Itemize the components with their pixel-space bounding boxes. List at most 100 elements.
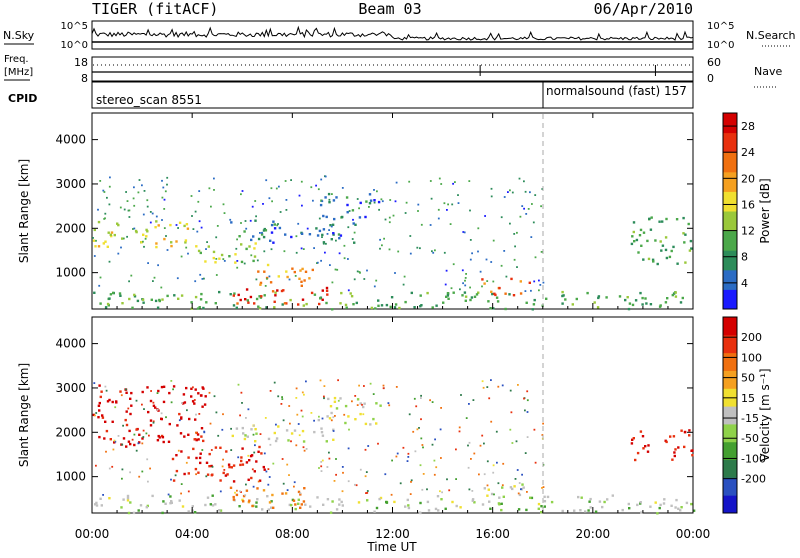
data-cell — [490, 379, 492, 381]
data-cell — [282, 482, 285, 485]
data-cell — [131, 306, 134, 309]
data-cell — [214, 446, 218, 449]
data-cell — [292, 499, 296, 502]
data-cell — [101, 414, 104, 417]
data-cell — [393, 500, 396, 504]
data-cell — [330, 411, 333, 415]
data-cell — [294, 275, 297, 277]
data-cell — [236, 489, 238, 492]
data-cell — [252, 424, 255, 427]
data-cell — [303, 393, 305, 396]
colorbar-tick-label: -200 — [741, 473, 766, 486]
time-tick-label: 20:00 — [576, 527, 611, 541]
data-cell — [543, 495, 546, 498]
data-cell — [431, 443, 434, 446]
sky-panel-frame — [91, 20, 694, 50]
nave-tick-top: 60 — [707, 56, 721, 69]
data-cell — [157, 264, 159, 267]
data-cell — [483, 487, 486, 490]
data-cell — [363, 402, 366, 405]
data-cell — [414, 450, 417, 453]
data-cell — [519, 292, 523, 295]
data-cell — [269, 281, 273, 284]
data-cell — [656, 512, 659, 515]
data-cell — [97, 220, 101, 224]
data-cell — [170, 501, 173, 504]
data-cell — [426, 500, 430, 504]
data-cell — [688, 429, 691, 432]
data-cell — [445, 295, 448, 298]
velocity-y-label: Slant Range [km] — [17, 363, 31, 467]
colorbar-tick-label: 200 — [741, 331, 762, 344]
data-cell — [244, 298, 247, 301]
data-cell — [250, 254, 253, 257]
data-cell — [468, 180, 471, 182]
data-cell — [302, 304, 305, 307]
data-cell — [255, 501, 258, 504]
data-cell — [426, 291, 429, 295]
data-cell — [170, 380, 173, 382]
data-cell — [325, 301, 328, 305]
data-cell — [363, 385, 365, 387]
data-cell — [321, 289, 324, 292]
data-cell — [277, 425, 280, 428]
data-cell — [665, 217, 668, 221]
data-cell — [486, 386, 489, 388]
data-cell — [561, 290, 564, 294]
data-cell — [467, 444, 469, 447]
data-cell — [385, 501, 389, 504]
data-cell — [289, 422, 291, 425]
data-cell — [227, 463, 231, 466]
data-cell — [469, 239, 472, 241]
data-cell — [541, 188, 544, 190]
data-cell — [621, 508, 624, 512]
data-cell — [677, 507, 680, 510]
data-cell — [589, 497, 592, 501]
data-cell — [320, 431, 324, 434]
data-cell — [642, 231, 646, 234]
data-cell — [347, 415, 350, 418]
data-cell — [248, 459, 251, 462]
data-cell — [339, 302, 342, 305]
data-cell — [261, 231, 263, 234]
data-cell — [171, 457, 175, 461]
data-cell — [438, 177, 441, 180]
data-cell — [92, 239, 96, 242]
data-cell — [490, 420, 493, 423]
data-cell — [477, 227, 480, 230]
data-cell — [530, 496, 534, 500]
data-cell — [515, 440, 518, 443]
data-cell — [149, 211, 152, 213]
data-cell — [181, 402, 183, 404]
data-cell — [284, 233, 287, 236]
data-cell — [632, 221, 636, 224]
data-cell — [634, 299, 638, 302]
data-cell — [162, 186, 165, 189]
data-cell — [503, 196, 506, 198]
data-cell — [146, 230, 149, 233]
data-cell — [104, 306, 108, 309]
data-cell — [257, 450, 260, 453]
data-cell — [236, 260, 239, 262]
data-cell — [531, 308, 534, 311]
data-cell — [285, 429, 289, 432]
data-cell — [155, 242, 158, 245]
data-cell — [628, 302, 632, 305]
data-cell — [322, 242, 325, 245]
data-cell — [141, 390, 144, 394]
data-cell — [93, 228, 96, 232]
data-cell — [196, 230, 199, 233]
data-cell — [178, 499, 181, 502]
range-tick-label: 2000 — [55, 221, 86, 235]
data-cell — [680, 429, 683, 432]
data-cell — [437, 509, 440, 512]
data-cell — [326, 415, 329, 418]
data-cell — [278, 185, 280, 188]
data-cell — [150, 390, 152, 392]
data-cell — [373, 199, 376, 202]
data-cell — [484, 215, 486, 217]
data-cell — [508, 293, 511, 296]
data-cell — [247, 408, 250, 411]
data-cell — [299, 506, 302, 509]
